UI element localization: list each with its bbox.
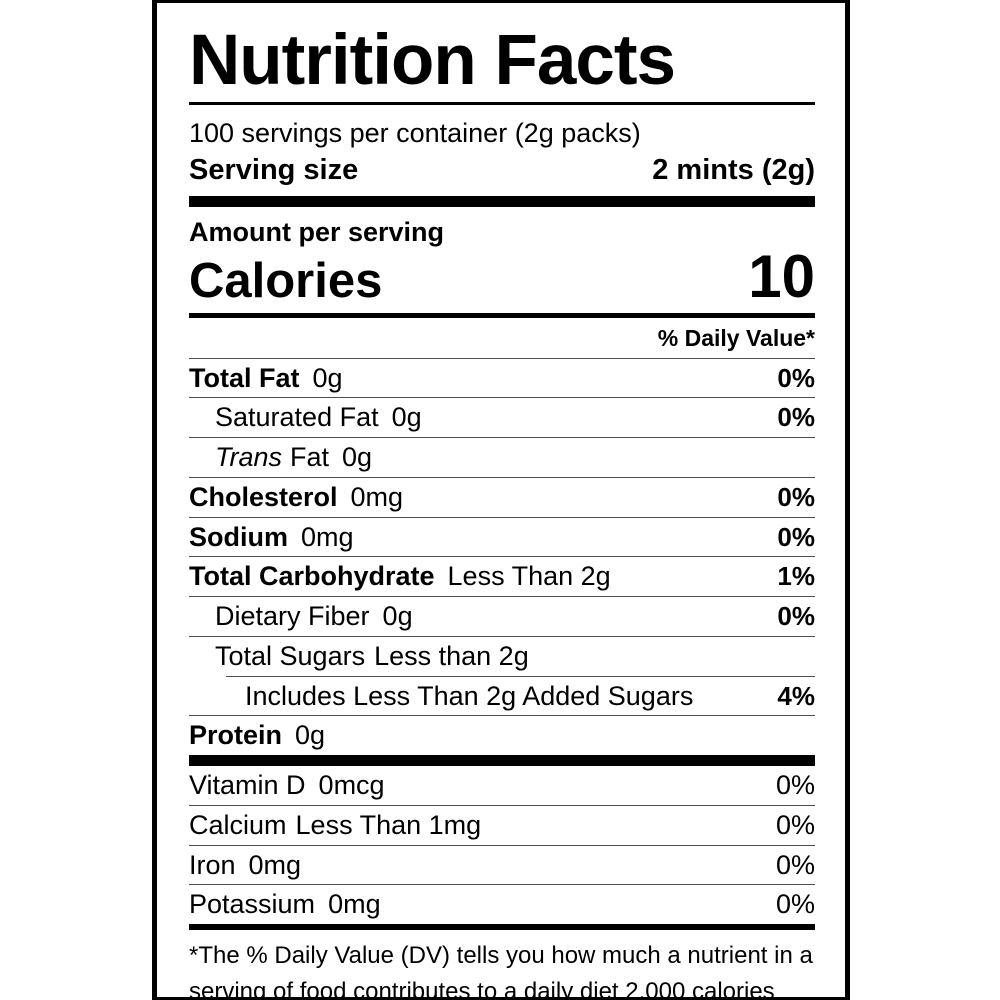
daily-value-header: % Daily Value* (657, 325, 815, 352)
nutrition-facts-label: Nutrition Facts 100 servings per contain… (152, 0, 850, 1000)
nutrient-amount: 0mcg (318, 770, 385, 801)
row-cholesterol: Cholesterol 0mg 0% (189, 478, 815, 517)
nutrient-dv: 0% (775, 770, 815, 801)
nutrient-name: Includes Less Than 2g Added Sugars (245, 680, 694, 711)
nutrient-amount: Less than 2g (374, 640, 529, 671)
row-total-carbohydrate: Total Carbohydrate Less Than 2g 1% (189, 557, 815, 596)
nutrient-amount: 0mg (301, 521, 354, 552)
row-vitamin-d: Vitamin D 0mcg 0% (189, 766, 815, 805)
nutrient-name: Fat (290, 442, 330, 473)
nutrient-dv: 0% (777, 362, 815, 393)
divider-indented (226, 675, 815, 677)
micronutrients-section: Vitamin D 0mcg 0% Calcium Less Than 1mg … (189, 766, 815, 924)
divider (189, 844, 815, 846)
divider (189, 437, 815, 439)
servings-per-container: 100 servings per container (2g packs) (189, 118, 641, 149)
calories-row: Calories 10 (189, 247, 815, 309)
nutrient-name: Sodium (189, 521, 288, 552)
nutrient-dv: 0% (775, 889, 815, 920)
divider (189, 556, 815, 558)
row-saturated-fat: Saturated Fat 0g 0% (189, 398, 815, 437)
thick-divider-middle (189, 755, 815, 767)
nutrient-name: Iron (189, 849, 236, 880)
calories-value: 10 (748, 243, 815, 311)
nutrient-amount: 0mg (248, 849, 302, 880)
nutrient-name: Total Fat (189, 362, 300, 393)
nutrient-dv: 0% (775, 809, 815, 840)
calories-divider (189, 313, 815, 319)
nutrient-amount: 0mg (350, 481, 404, 512)
nutrient-name: Saturated Fat (215, 402, 379, 433)
divider (189, 804, 815, 806)
divider (189, 476, 815, 478)
daily-value-footnote: *The % Daily Value (DV) tells you how mu… (189, 938, 815, 1000)
nutrient-dv: 0% (777, 601, 815, 632)
nutrient-name: Dietary Fiber (215, 601, 370, 632)
nutrient-dv: 0% (775, 849, 815, 880)
serving-size-label: Serving size (189, 153, 359, 186)
divider (189, 635, 815, 637)
nutrient-name: Potassium (189, 889, 316, 920)
nutrient-amount: 0g (312, 362, 343, 393)
row-trans-fat: Trans Fat 0g (189, 438, 815, 477)
row-added-sugars: Includes Less Than 2g Added Sugars 4% (189, 677, 815, 716)
nutrient-amount: 0g (382, 601, 413, 632)
bottom-divider (189, 924, 815, 931)
divider (189, 884, 815, 886)
nutrient-name: Calcium (189, 809, 287, 840)
row-total-sugars: Total Sugars Less than 2g (189, 637, 815, 676)
serving-size-row: Serving size 2 mints (2g) (189, 153, 815, 188)
row-iron: Iron 0mg 0% (189, 846, 815, 885)
nutrient-name: Vitamin D (189, 770, 306, 801)
footnote-line: *The % Daily Value (DV) tells you how mu… (189, 942, 813, 970)
row-sodium: Sodium 0mg 0% (189, 518, 815, 557)
amount-per-serving-label: Amount per serving (189, 216, 445, 247)
nutrient-dv: 0% (777, 402, 815, 433)
nutrient-amount: Less Than 1mg (295, 809, 482, 840)
nutrient-dv: 0% (777, 521, 815, 552)
nutrient-amount: Less Than 2g (447, 561, 611, 592)
nutrient-amount: 0g (295, 720, 326, 751)
divider (189, 397, 815, 399)
nutrient-dv: 4% (777, 680, 815, 711)
thick-divider-top (189, 195, 815, 207)
row-calcium: Calcium Less Than 1mg 0% (189, 806, 815, 845)
label-title: Nutrition Facts (189, 21, 676, 100)
nutrient-name-italic: Trans (215, 442, 283, 473)
serving-size-value: 2 mints (2g) (652, 153, 815, 186)
row-total-fat: Total Fat 0g 0% (189, 359, 815, 398)
nutrient-name: Total Carbohydrate (189, 561, 435, 592)
title-divider (189, 102, 815, 106)
nutrient-dv: 1% (777, 561, 815, 592)
footnote-line: serving of food contributes to a daily d… (189, 978, 775, 1000)
nutrient-name: Cholesterol (189, 481, 338, 512)
nutrient-name: Total Sugars (215, 640, 366, 671)
row-potassium: Potassium 0mg 0% (189, 885, 815, 924)
divider (189, 596, 815, 598)
row-dietary-fiber: Dietary Fiber 0g 0% (189, 597, 815, 636)
divider (189, 516, 815, 518)
divider (189, 357, 815, 359)
divider (189, 715, 815, 717)
nutrient-amount: 0g (342, 442, 373, 473)
nutrient-dv: 0% (777, 481, 815, 512)
calories-label: Calories (189, 254, 383, 309)
row-protein: Protein 0g (189, 716, 815, 755)
nutrient-amount: 0mg (328, 889, 381, 920)
nutrient-name: Protein (189, 720, 283, 751)
nutrient-amount: 0g (391, 402, 422, 433)
